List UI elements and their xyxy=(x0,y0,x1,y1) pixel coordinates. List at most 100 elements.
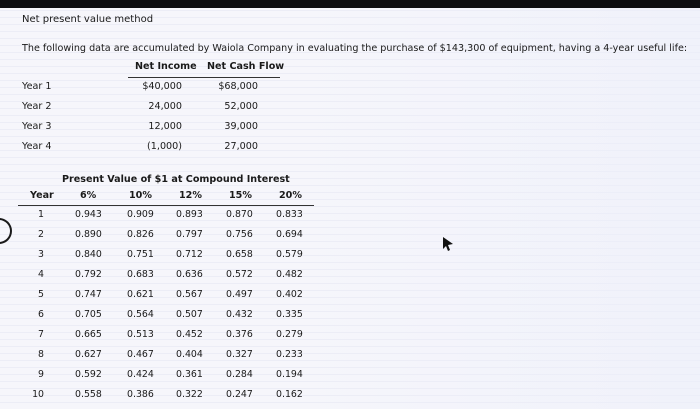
pv-factor-cell: 0.386 xyxy=(127,389,154,400)
pv-year-cell: 6 xyxy=(38,309,44,320)
pv-factor-cell: 0.327 xyxy=(226,349,253,360)
pv-factor-cell: 0.870 xyxy=(226,209,253,220)
pv-factor-cell: 0.893 xyxy=(176,209,203,220)
pv-factor-cell: 0.361 xyxy=(176,369,203,380)
income-row: Year 3 12,000 39,000 xyxy=(0,121,300,139)
year-label: Year 3 xyxy=(22,121,52,132)
pv-table-title: Present Value of $1 at Compound Interest xyxy=(62,174,290,185)
pv-factor-cell: 0.665 xyxy=(75,329,102,340)
net-cash-flow-value: 27,000 xyxy=(224,141,258,152)
pv-header-rate: 6% xyxy=(80,190,97,201)
problem-intro: The following data are accumulated by Wa… xyxy=(22,43,688,54)
pv-factor-cell: 0.683 xyxy=(127,269,154,280)
income-row: Year 2 24,000 52,000 xyxy=(0,101,300,119)
pv-factor-cell: 0.747 xyxy=(75,289,102,300)
pv-factor-cell: 0.592 xyxy=(75,369,102,380)
pv-factor-cell: 0.376 xyxy=(226,329,253,340)
pv-table-row: 2 0.890 0.826 0.797 0.756 0.694 xyxy=(0,229,330,247)
pv-year-cell: 5 xyxy=(38,289,44,300)
pv-factor-cell: 0.467 xyxy=(127,349,154,360)
pv-factor-cell: 0.322 xyxy=(176,389,203,400)
page-title: Net present value method xyxy=(22,14,154,25)
pv-factor-cell: 0.497 xyxy=(226,289,253,300)
pv-factor-cell: 0.558 xyxy=(75,389,102,400)
pv-table-row: 9 0.592 0.424 0.361 0.284 0.194 xyxy=(0,369,330,387)
pv-table-row: 8 0.627 0.467 0.404 0.327 0.233 xyxy=(0,349,330,367)
mouse-cursor-icon xyxy=(443,237,453,251)
pv-factor-cell: 0.247 xyxy=(226,389,253,400)
pv-factor-cell: 0.756 xyxy=(226,229,253,240)
pv-table-row: 1 0.943 0.909 0.893 0.870 0.833 xyxy=(0,209,330,227)
pv-factor-cell: 0.705 xyxy=(75,309,102,320)
pv-factor-cell: 0.579 xyxy=(276,249,303,260)
pv-factor-cell: 0.424 xyxy=(127,369,154,380)
pv-year-cell: 9 xyxy=(38,369,44,380)
pv-factor-cell: 0.627 xyxy=(75,349,102,360)
pv-header-rate: 10% xyxy=(129,190,152,201)
pv-factor-cell: 0.284 xyxy=(226,369,253,380)
pv-factor-cell: 0.194 xyxy=(276,369,303,380)
pv-factor-cell: 0.233 xyxy=(276,349,303,360)
top-bar xyxy=(0,0,700,8)
net-income-value: (1,000) xyxy=(147,141,182,152)
pv-header-rate: 15% xyxy=(229,190,252,201)
pv-year-cell: 10 xyxy=(32,389,44,400)
pv-header-year: Year xyxy=(30,190,54,201)
pv-table-row: 10 0.558 0.386 0.322 0.247 0.162 xyxy=(0,389,330,407)
pv-factor-cell: 0.833 xyxy=(276,209,303,220)
pv-table-row: 4 0.792 0.683 0.636 0.572 0.482 xyxy=(0,269,330,287)
pv-factor-cell: 0.636 xyxy=(176,269,203,280)
year-label: Year 2 xyxy=(22,101,52,112)
header-rule xyxy=(128,77,280,78)
pv-year-cell: 7 xyxy=(38,329,44,340)
pv-factor-cell: 0.513 xyxy=(127,329,154,340)
pv-factor-cell: 0.507 xyxy=(176,309,203,320)
header-net-cash-flow: Net Cash Flow xyxy=(207,61,285,72)
net-income-value: 12,000 xyxy=(148,121,182,132)
pv-factor-cell: 0.840 xyxy=(75,249,102,260)
pv-year-cell: 1 xyxy=(38,209,44,220)
pv-factor-cell: 0.567 xyxy=(176,289,203,300)
pv-factor-cell: 0.564 xyxy=(127,309,154,320)
pv-factor-cell: 0.452 xyxy=(176,329,203,340)
pv-factor-cell: 0.792 xyxy=(75,269,102,280)
pv-factor-cell: 0.404 xyxy=(176,349,203,360)
pv-factor-cell: 0.751 xyxy=(127,249,154,260)
pv-factor-cell: 0.482 xyxy=(276,269,303,280)
pv-header-rule xyxy=(18,205,314,206)
pv-year-cell: 3 xyxy=(38,249,44,260)
net-cash-flow-value: 52,000 xyxy=(224,101,258,112)
year-label: Year 1 xyxy=(22,81,52,92)
pv-factor-cell: 0.658 xyxy=(226,249,253,260)
net-cash-flow-value: $68,000 xyxy=(218,81,258,92)
pv-factor-cell: 0.432 xyxy=(226,309,253,320)
pv-factor-cell: 0.890 xyxy=(75,229,102,240)
pv-factor-cell: 0.797 xyxy=(176,229,203,240)
net-income-value: 24,000 xyxy=(148,101,182,112)
header-net-income: Net Income xyxy=(135,61,197,72)
year-label: Year 4 xyxy=(22,141,52,152)
pv-factor-cell: 0.335 xyxy=(276,309,303,320)
pv-factor-cell: 0.621 xyxy=(127,289,154,300)
pv-header-rate: 20% xyxy=(279,190,302,201)
pv-factor-cell: 0.402 xyxy=(276,289,303,300)
pv-table-row: 5 0.747 0.621 0.567 0.497 0.402 xyxy=(0,289,330,307)
pv-table-row: 3 0.840 0.751 0.712 0.658 0.579 xyxy=(0,249,330,267)
pv-factor-cell: 0.694 xyxy=(276,229,303,240)
net-income-value: $40,000 xyxy=(142,81,182,92)
pv-factor-cell: 0.712 xyxy=(176,249,203,260)
pv-header-rate: 12% xyxy=(179,190,202,201)
pv-year-cell: 4 xyxy=(38,269,44,280)
pv-table-row: 6 0.705 0.564 0.507 0.432 0.335 xyxy=(0,309,330,327)
income-row: Year 4 (1,000) 27,000 xyxy=(0,141,300,159)
pv-factor-cell: 0.572 xyxy=(226,269,253,280)
income-row: Year 1 $40,000 $68,000 xyxy=(0,81,300,99)
pv-factor-cell: 0.909 xyxy=(127,209,154,220)
pv-factor-cell: 0.279 xyxy=(276,329,303,340)
pv-table-row: 7 0.665 0.513 0.452 0.376 0.279 xyxy=(0,329,330,347)
pv-year-cell: 8 xyxy=(38,349,44,360)
pv-factor-cell: 0.826 xyxy=(127,229,154,240)
pv-year-cell: 2 xyxy=(38,229,44,240)
pv-factor-cell: 0.162 xyxy=(276,389,303,400)
net-cash-flow-value: 39,000 xyxy=(224,121,258,132)
